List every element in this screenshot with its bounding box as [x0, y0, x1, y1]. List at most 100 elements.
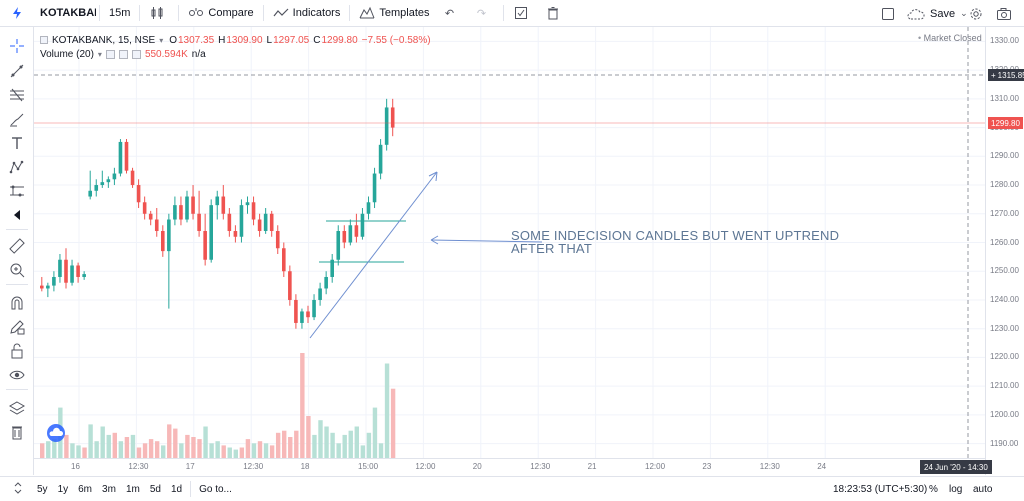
volume-bar	[354, 426, 359, 458]
candle-body	[233, 231, 238, 237]
candle-body	[46, 285, 50, 289]
pattern-icon	[9, 160, 24, 174]
crosshair-icon	[10, 39, 24, 53]
legend-change: −7.55 (−0.58%)	[361, 34, 431, 46]
redo-icon: ↷	[476, 7, 487, 20]
price-tick: 1250.00	[990, 266, 1019, 276]
volume-bar	[294, 430, 299, 458]
candle-body	[112, 173, 117, 180]
gear-icon[interactable]	[968, 6, 984, 22]
range-button-6m[interactable]: 6m	[78, 483, 93, 495]
candle-body	[52, 276, 56, 286]
volume-bar	[154, 441, 160, 458]
candle-body	[215, 196, 220, 206]
time-tick: 12:30	[128, 462, 149, 471]
price-tick: 1200.00	[990, 409, 1019, 419]
time-tick: 12:00	[415, 462, 436, 471]
logo-icon[interactable]	[0, 0, 34, 27]
time-tick: 20	[472, 462, 482, 471]
price-axis[interactable]: 1330.001320.001310.001300.001290.001280.…	[985, 27, 1024, 475]
chart-canvas[interactable]	[34, 27, 985, 475]
camera-icon[interactable]	[996, 6, 1012, 22]
candle-body	[173, 205, 177, 220]
checklist-button[interactable]	[507, 0, 539, 27]
visibility-icon[interactable]	[105, 49, 115, 59]
object-tree-tool[interactable]	[8, 399, 26, 417]
candle-body	[221, 196, 226, 214]
percent-toggle[interactable]: %	[929, 483, 938, 495]
text-tool[interactable]	[8, 134, 26, 152]
trash-tool[interactable]	[8, 423, 26, 441]
candle-body	[390, 107, 395, 128]
price-tick: 1240.00	[990, 294, 1019, 304]
crosshair-price: 1315.85	[997, 70, 1024, 80]
range-button-5y[interactable]: 5y	[37, 483, 48, 495]
candle-body	[372, 173, 377, 203]
plus-icon[interactable]: +	[991, 70, 996, 80]
time-tick: 16	[71, 462, 80, 471]
indicators-button[interactable]: Indicators	[267, 0, 347, 27]
volume-bar	[112, 432, 117, 458]
chart-annotation[interactable]: SOME INDECISION CANDLES BUT WENT UPTREND…	[511, 229, 839, 255]
crosshair-tool[interactable]	[8, 37, 26, 55]
cloud-badge-icon[interactable]	[47, 424, 65, 442]
chart-legend: KOTAKBANK, 15, NSE ▾ O 1307.35 H 1309.90 L…	[40, 33, 435, 61]
volume-bar	[118, 441, 124, 458]
volume-bar	[124, 437, 130, 458]
volume-bar	[142, 443, 148, 458]
trend-arrow[interactable]	[309, 171, 438, 339]
calendar-range-icon[interactable]	[0, 481, 32, 497]
settings-icon[interactable]	[118, 49, 128, 59]
lock-tool[interactable]	[8, 342, 26, 360]
range-button-1y[interactable]: 1y	[57, 483, 69, 495]
volume-bar	[372, 407, 378, 458]
volume-bar	[76, 445, 81, 458]
save-button[interactable]: Save ⌄	[906, 0, 968, 27]
volume-dropdown-icon[interactable]: ▾	[97, 49, 102, 59]
auto-toggle[interactable]: auto	[973, 483, 993, 495]
brush-tool[interactable]	[8, 110, 26, 128]
magnet-tool[interactable]	[8, 294, 26, 312]
range-button-5d[interactable]: 5d	[149, 483, 161, 495]
range-button-1m[interactable]: 1m	[125, 483, 140, 495]
legend-dropdown-icon[interactable]: ▾	[159, 35, 164, 45]
range-button-1d[interactable]: 1d	[170, 483, 183, 495]
time-axis[interactable]: 16 12:30 17 12:30 18 15:00 12:00 20 12:30 21 12:00…	[34, 458, 985, 475]
candle-body	[161, 231, 165, 252]
candle-body	[203, 231, 207, 260]
interval-button[interactable]: 15m	[103, 0, 136, 27]
visibility-tool[interactable]	[8, 366, 26, 384]
measure-tool[interactable]	[8, 237, 26, 255]
candle-body	[58, 259, 62, 277]
magnet-icon	[11, 296, 23, 310]
goto-button[interactable]: Go to...	[199, 483, 232, 495]
back-tool[interactable]	[8, 206, 26, 224]
delete-button[interactable]	[539, 0, 571, 27]
templates-button[interactable]: Templates	[353, 0, 435, 27]
lock-drawings-tool[interactable]	[8, 318, 26, 336]
remove-icon[interactable]	[131, 49, 141, 59]
annotation-arrow[interactable]	[430, 239, 543, 243]
fib-tool[interactable]	[8, 86, 26, 104]
zoom-tool[interactable]	[8, 261, 26, 279]
trash-can-icon	[12, 426, 22, 440]
log-toggle[interactable]: log	[949, 483, 963, 495]
prediction-tool[interactable]	[8, 182, 26, 200]
trendline-tool[interactable]	[8, 62, 26, 80]
range-button-3m[interactable]: 3m	[102, 483, 116, 495]
candle-body	[312, 299, 316, 318]
collapse-icon[interactable]	[40, 36, 48, 44]
undo-button[interactable]: ↶	[436, 0, 468, 27]
compare-button[interactable]: Compare	[182, 0, 259, 27]
legend-close: 1299.80	[321, 34, 358, 46]
redo-button[interactable]: ↷	[468, 0, 500, 27]
time-tick: 12:30	[243, 462, 264, 471]
symbol-search-button[interactable]: KOTAKBANK	[34, 0, 96, 27]
fullscreen-icon[interactable]	[880, 6, 896, 22]
last-price-tag: 1299.80	[988, 117, 1023, 129]
volume-bar	[251, 443, 257, 458]
chart-type-button[interactable]	[143, 0, 175, 27]
candle-body	[324, 276, 328, 289]
pattern-tool[interactable]	[8, 158, 26, 176]
candle-body	[94, 185, 99, 191]
